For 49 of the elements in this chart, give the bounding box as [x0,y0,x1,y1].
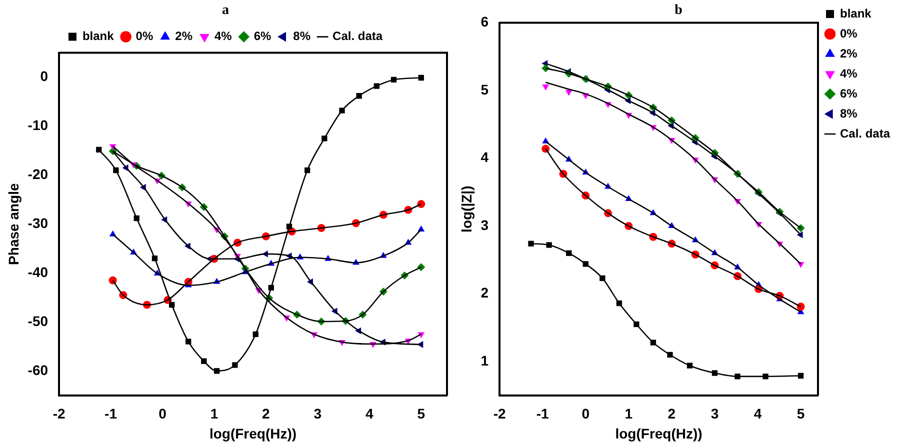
x-tick-label: 0 [158,406,167,422]
x-tick-label: 1 [210,406,218,422]
y-tick-label: -30 [28,214,48,231]
x-tick-label: 2 [262,406,270,422]
y-tick-label: -40 [28,264,48,280]
legend-label: 8% [293,29,311,44]
legend-label: 6% [840,86,858,100]
y-tick-label: 5 [480,81,489,98]
legend-label: 0% [136,29,154,44]
y-tick-label: 4 [480,149,489,166]
legend-label: 0% [840,26,858,40]
legend-label: 2% [175,29,193,44]
legend-label: 4% [840,66,858,80]
legend-label: Cal. data [332,29,383,44]
x-tick-label: 3 [710,406,719,422]
legend-label: Cal. data [840,126,890,140]
x-tick-label: -1 [104,406,118,422]
legend-label: 8% [840,106,858,120]
x-axis-title: log(Freq(Hz)) [209,425,297,442]
y-tick-label: 3 [480,216,489,233]
x-axis-title: log(Freq(Hz)) [615,425,702,442]
x-tick-label: -2 [52,406,66,422]
y-tick-label: 6 [480,14,489,30]
y-tick-label: -10 [28,117,48,134]
y-axis-title: Phase angle [5,183,22,265]
legend-label: 4% [214,29,232,44]
y-tick-label: 2 [480,284,489,301]
x-tick-label: 3 [314,406,322,422]
x-tick-label: 1 [624,406,633,422]
y-tick-label: -60 [28,362,48,378]
x-tick-label: -1 [536,406,550,422]
legend-label: blank [840,6,872,20]
x-tick-label: -2 [493,406,506,422]
x-tick-label: 4 [754,406,762,422]
x-tick-label: 2 [668,406,676,422]
y-axis-title: log(|Z|) [458,186,476,232]
y-tick-label: 1 [480,352,489,368]
x-tick-label: 4 [366,406,374,422]
legend-label: 6% [254,29,272,44]
x-tick-label: 0 [582,406,590,422]
y-tick-label: -20 [28,166,48,182]
x-tick-label: 5 [417,406,426,422]
legend-label: blank [82,29,114,44]
chart-title: b [674,3,683,18]
chart-title: a [222,3,229,18]
y-tick-label: 0 [40,68,48,84]
x-tick-label: 5 [796,406,805,422]
y-tick-label: -50 [28,312,48,329]
legend-label: 2% [840,46,858,60]
